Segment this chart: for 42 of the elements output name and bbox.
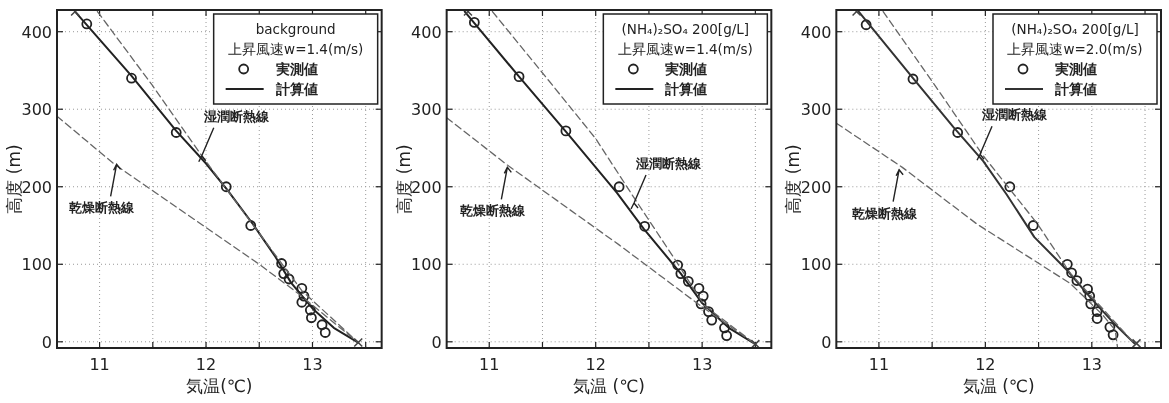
annotation: 乾燥断熱線 — [851, 205, 918, 221]
legend-label: 実測値 — [665, 61, 708, 77]
x-tick-label: 12 — [195, 355, 217, 374]
legend-label: 実測値 — [275, 61, 318, 77]
legend-title: (NH₄)₂SO₄ 200[g/L] 上昇風速w=2.0(m/s) — [1007, 21, 1143, 57]
x-tick-label: 11 — [868, 355, 890, 374]
legend-label: 実測値 — [1055, 61, 1097, 77]
y-tick-label: 100 — [411, 255, 442, 275]
y-tick-label: 100 — [800, 255, 832, 275]
y-tick-label: 0 — [431, 332, 442, 352]
y-tick-label: 100 — [21, 255, 52, 275]
annotation: 乾燥断熱線 — [69, 200, 136, 216]
y-tick-label: 400 — [21, 22, 52, 42]
legend-label: 計算値 — [664, 81, 708, 97]
y-tick-label: 400 — [800, 22, 832, 42]
x-tick-label: 12 — [585, 355, 606, 374]
x-tick-label: 13 — [302, 355, 323, 374]
annotation: 乾燥断熱線 — [459, 203, 526, 219]
legend-title: background 上昇風速w=1.4(m/s) — [228, 21, 364, 57]
annotation: 湿潤断熱線 — [981, 107, 1049, 123]
y-tick-label: 200 — [800, 177, 832, 197]
y-tick-label: 300 — [800, 100, 832, 120]
x-tick-label: 11 — [89, 355, 110, 374]
y-tick-label: 200 — [411, 177, 442, 197]
annotation: 湿潤断熱線 — [202, 108, 270, 124]
legend-label: 計算値 — [1054, 81, 1097, 97]
y-tick-label: 0 — [821, 332, 832, 352]
y-tick-label: 200 — [21, 177, 52, 197]
y-tick-label: 300 — [411, 100, 442, 120]
x-tick-label: 13 — [691, 355, 713, 374]
x-tick-label: 11 — [479, 355, 500, 374]
legend-title: (NH₄)₂SO₄ 200[g/L] 上昇風速w=1.4(m/s) — [617, 21, 753, 57]
x-axis-title: 気温 (℃) — [962, 376, 1035, 396]
x-tick-label: 13 — [1081, 355, 1102, 374]
annotation: 湿潤断熱線 — [635, 156, 703, 172]
x-tick-label: 12 — [975, 355, 996, 374]
x-axis-title: 気温(℃) — [186, 376, 253, 396]
y-tick-label: 400 — [411, 22, 442, 42]
y-tick-label: 0 — [41, 332, 52, 352]
y-tick-label: 300 — [21, 100, 52, 120]
legend-label: 計算値 — [274, 81, 318, 97]
x-axis-title: 気温 (℃) — [573, 376, 645, 396]
